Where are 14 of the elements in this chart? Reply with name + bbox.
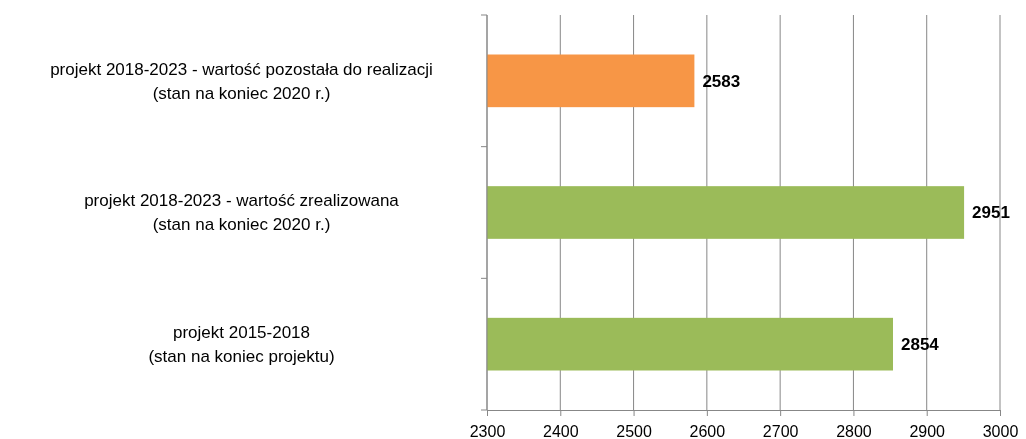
x-tick-label: 2600 [689, 422, 726, 439]
x-tick-label: 3000 [982, 422, 1019, 439]
y-tick-label: projekt 2018-2023 - wartość pozostała do realizacji (stan na koniec 2020 r.) [50, 59, 433, 103]
x-tick-label: 2700 [762, 422, 799, 439]
x-tick-label: 2500 [616, 422, 652, 439]
y-tick-label: projekt 2018-2023 - wartość zrealizowana (stan na koniec 2020 r.) [84, 191, 400, 235]
y-tick-label: projekt 2015-2018 (stan na koniec projektu) [148, 323, 335, 367]
x-tick-label: 2300 [469, 422, 506, 439]
data-label: 2854 [901, 335, 940, 355]
x-tick-label: 2400 [542, 422, 579, 439]
data-label: 2951 [972, 203, 1010, 223]
x-tick-label: 2800 [836, 422, 872, 439]
data-label: 2583 [702, 71, 741, 91]
x-tick-label: 2900 [909, 422, 946, 439]
